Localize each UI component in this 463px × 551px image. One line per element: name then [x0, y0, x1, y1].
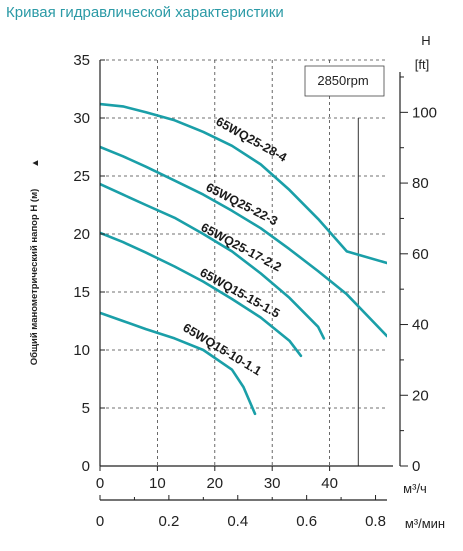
y-axis-label: Общий манометрический напор H (м) [29, 189, 40, 366]
series-line-4 [100, 231, 303, 358]
bottom-tick-label: 30 [264, 475, 281, 492]
speed-label: 2850rpm [317, 73, 368, 88]
bottom-tick-label: 20 [206, 475, 223, 492]
grid [100, 59, 387, 466]
left-tick-label: 35 [73, 52, 90, 69]
right-tick-label: 80 [412, 175, 429, 192]
axes: 0 5 10 15 20 25 30 35 0 20 40 60 80 100 0 10 20 30 40 0 0.2 0… [73, 52, 437, 530]
left-tick-label: 30 [73, 110, 90, 127]
series-label-5: 65WQ15-10-1.1 [180, 321, 263, 379]
series-line-1 [100, 102, 387, 265]
series-line-5 [100, 311, 257, 416]
series-line-3 [100, 182, 326, 340]
series-line-2 [100, 145, 387, 338]
left-tick-label: 5 [82, 400, 90, 417]
x2-tick-label: 0.2 [158, 513, 179, 530]
x2-tick-label: 0.4 [227, 513, 248, 530]
left-tick-label: 20 [73, 226, 90, 243]
right-axis-unit: [ft] [415, 57, 429, 72]
x2-tick-label: 0 [96, 513, 104, 530]
left-tick-label: 10 [73, 342, 90, 359]
right-tick-label: 100 [412, 104, 437, 121]
right-tick-label: 60 [412, 246, 429, 263]
left-tick-label: 25 [73, 168, 90, 185]
bottom-tick-label: 40 [321, 475, 338, 492]
bottom-tick-label: 10 [149, 475, 166, 492]
x2-tick-label: 0.8 [365, 513, 386, 530]
x-axis-unit: м³/ч [403, 481, 427, 496]
curves [100, 102, 387, 416]
labels: 65WQ25-28-465WQ25-22-365WQ25-17-2.265WQ1… [180, 65, 385, 379]
speed-box [304, 65, 385, 97]
series-label-3: 65WQ25-17-2.2 [199, 220, 284, 274]
y-axis-arrow: ▲ [30, 158, 41, 167]
right-tick-label: 20 [412, 387, 429, 404]
left-tick-label: 0 [82, 458, 90, 475]
x2-axis-unit: м³/мин [405, 516, 445, 531]
page-title: Кривая гидравлической характеристики [6, 4, 284, 21]
bottom-tick-label: 0 [96, 475, 104, 492]
right-tick-label: 40 [412, 317, 429, 334]
right-axis-title: H [421, 33, 430, 48]
x2-tick-label: 0.6 [296, 513, 317, 530]
series-label-4: 65WQ15-15-1.5 [198, 265, 283, 320]
right-tick-label: 0 [412, 458, 420, 475]
left-tick-label: 15 [73, 284, 90, 301]
